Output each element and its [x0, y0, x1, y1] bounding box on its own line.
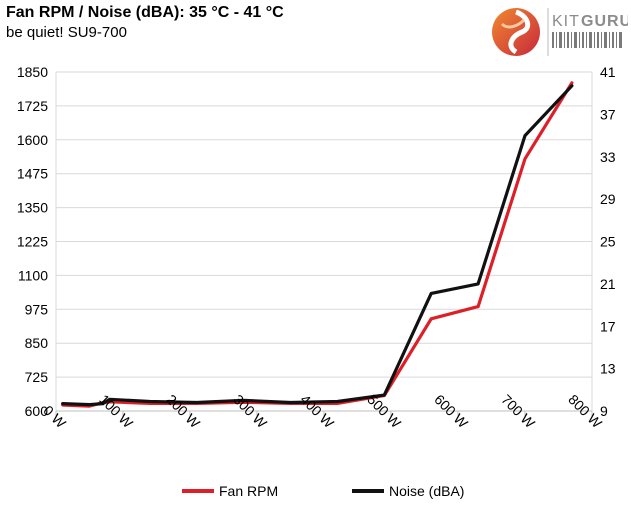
y-left-tick-label: 725 — [25, 369, 49, 385]
logo-barcode — [552, 32, 622, 48]
kitguru-logo-graphic: KIT GURU — [492, 8, 631, 56]
y-left-tick-label: 1600 — [17, 132, 48, 148]
y-right-tick-label: 13 — [600, 361, 616, 377]
y-left-tick-label: 850 — [25, 335, 49, 351]
y-right-tick-label: 41 — [600, 64, 616, 80]
y-left-tick-label: 1350 — [17, 200, 48, 216]
gridlines — [56, 71, 592, 412]
chart-subtitle: be quiet! SU9-700 — [6, 24, 127, 41]
y-right-tick-label: 25 — [600, 234, 616, 250]
chart-area: 6007258509751100122513501475160017251850… — [17, 64, 616, 432]
legend-label-fan-rpm: Fan RPM — [219, 483, 279, 499]
y-left-tick-label: 1850 — [17, 64, 48, 80]
logo-guru-text: GURU — [581, 13, 628, 30]
series-lines — [61, 81, 574, 408]
y-right-tick-label: 17 — [600, 318, 616, 334]
y-right-tick-label: 33 — [600, 149, 616, 165]
y-right-tick-label: 37 — [600, 106, 616, 122]
logo-kit-text: KIT — [552, 13, 580, 30]
kitguru-logo: KIT GURU — [488, 2, 631, 62]
y-left-tick-label: 1100 — [18, 267, 48, 283]
y-right-tick-label: 9 — [600, 403, 608, 419]
legend-item-noise: Noise (dBA) — [352, 483, 464, 499]
series-line-fan-rpm — [61, 81, 574, 408]
y-left-tick-label: 1225 — [17, 234, 48, 250]
series-line-noise — [61, 84, 574, 407]
chart-title: Fan RPM / Noise (dBA): 35 °C - 41 °C — [6, 4, 284, 21]
legend-item-fan-rpm: Fan RPM — [182, 483, 278, 499]
y-left-tick-label: 1475 — [17, 166, 48, 182]
tick-labels: 6007258509751100122513501475160017251850… — [17, 64, 616, 432]
y-right-tick-label: 21 — [600, 276, 616, 292]
y-left-tick-label: 1725 — [17, 98, 48, 114]
y-left-tick-label: 600 — [25, 403, 49, 419]
legend-swatch-noise — [352, 489, 384, 493]
legend-label-noise: Noise (dBA) — [389, 483, 465, 499]
y-left-tick-label: 975 — [25, 301, 49, 317]
y-right-tick-label: 29 — [600, 191, 616, 207]
axes — [55, 72, 593, 416]
legend-swatch-fan-rpm — [182, 489, 214, 493]
